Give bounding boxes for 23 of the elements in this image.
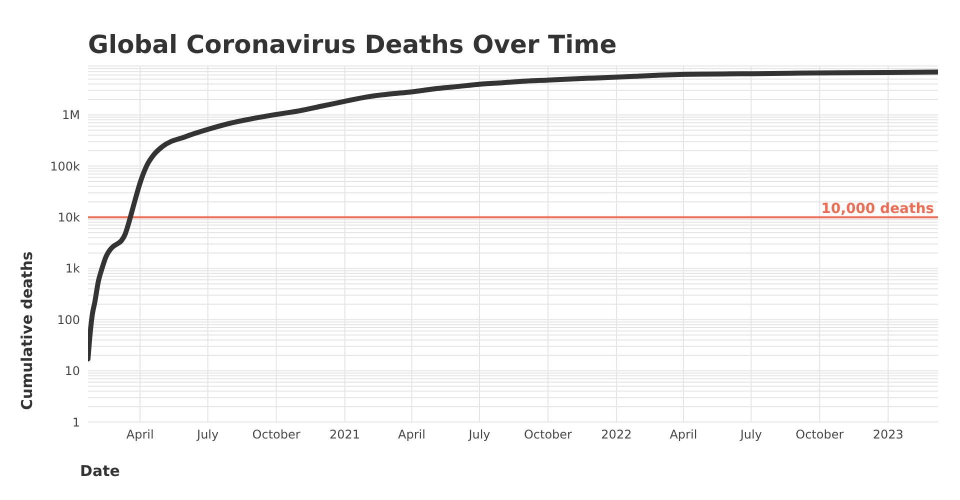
x-tick-label: October [524,428,572,442]
x-axis-title: Date [80,462,120,480]
y-tick-label: 100 [57,312,80,327]
x-tick-label: April [126,428,154,442]
y-axis-title: Cumulative deaths [18,251,36,410]
y-tick-label: 10k [58,210,80,224]
x-tick-label: October [252,428,300,442]
x-tick-label: April [398,428,426,442]
x-tick-label: 2022 [601,428,632,442]
y-tick-label: 1 [72,415,80,430]
x-tick-label: 2023 [872,428,904,442]
x-tick-label: July [196,428,219,442]
y-tick-label: 10 [64,364,80,378]
x-tick-label: April [670,428,698,442]
y-tick-label: 100k [50,159,80,174]
x-tick-label: October [796,428,844,442]
x-tick-label: July [739,428,762,442]
ref-line-label: 10,000 deaths [821,201,934,218]
y-tick-label: 1k [65,262,80,276]
y-tick-label: 1M [62,108,80,122]
x-tick-label: July [468,428,490,442]
x-tick-label: 2021 [330,428,360,442]
chart-title: Global Coronavirus Deaths Over Time [88,30,617,59]
